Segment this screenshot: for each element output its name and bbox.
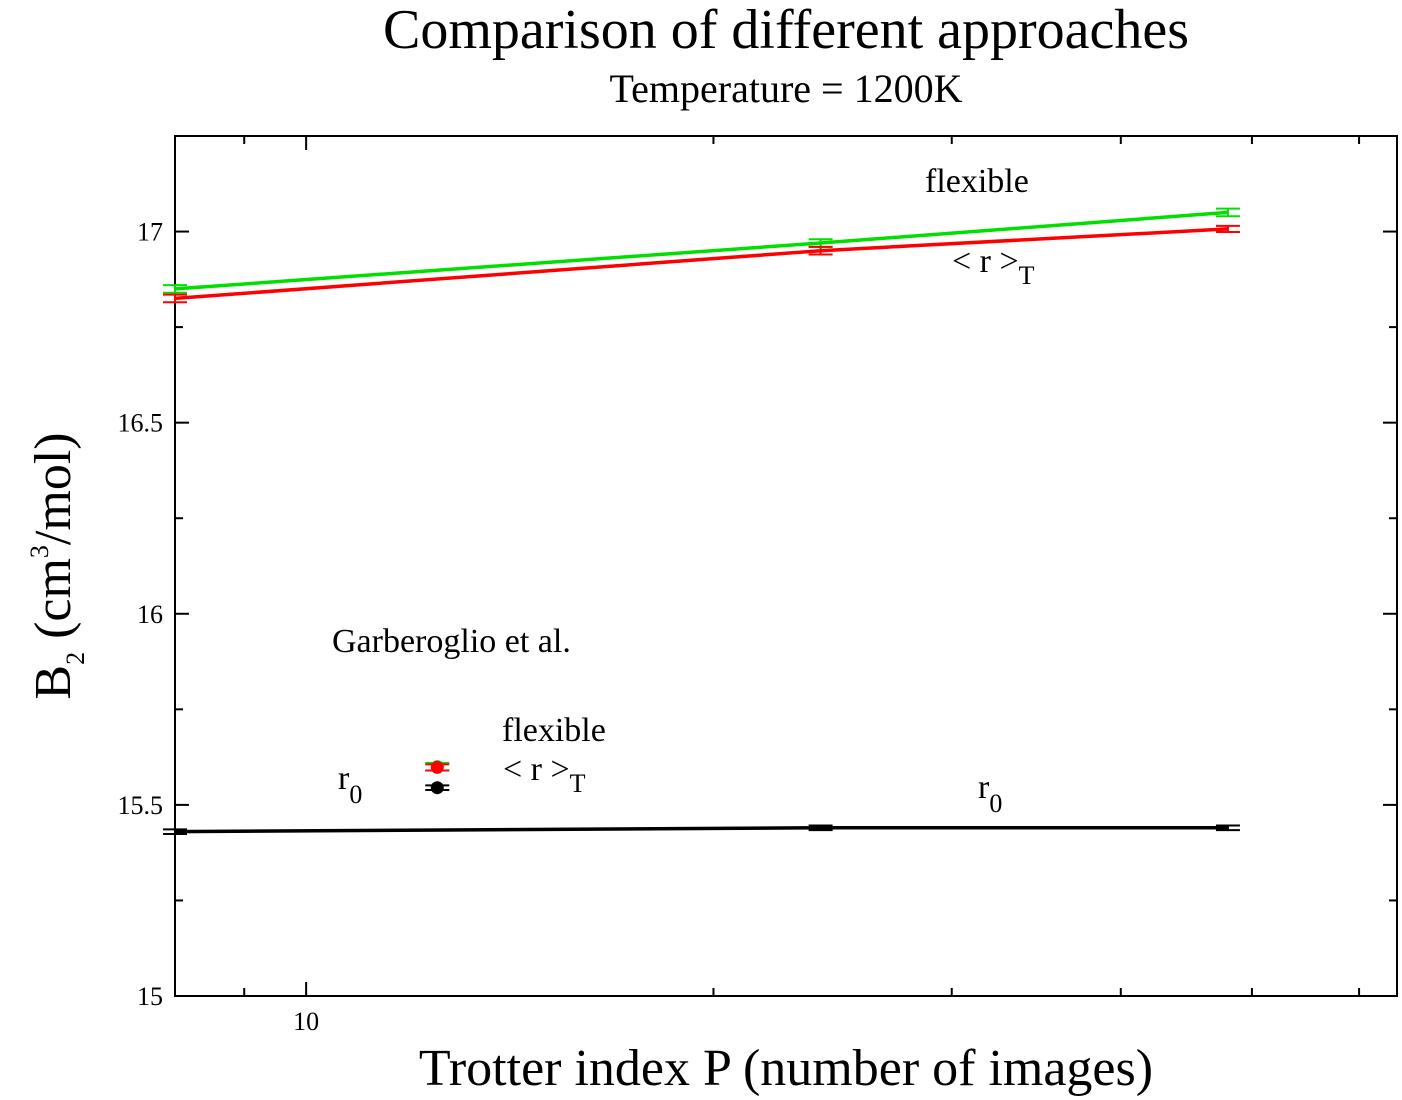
annotation-r-t-top: < r >T [952, 243, 1035, 290]
chart-title: Comparison of different approaches [383, 0, 1189, 61]
annotation-r0-left-sub: 0 [349, 780, 362, 809]
series-line-0 [174, 210, 1229, 291]
reference-point-1 [430, 760, 444, 774]
series-line-1 [174, 227, 1228, 301]
chart-subtitle: Temperature = 1200K [610, 66, 963, 111]
plot-frame [174, 135, 1398, 997]
axis-ticks: 15 15.5 16 16.5 17 10 [118, 135, 1397, 1036]
annotation-r-t-top-sub: T [1019, 261, 1035, 290]
y-label-open: (cm [25, 558, 82, 652]
annotation-r-t-mid-main: < r > [503, 751, 570, 788]
y-tick-label: 16 [137, 600, 163, 629]
annotation-r0-right: r0 [978, 769, 1002, 818]
y-tick-label: 16.5 [118, 409, 164, 438]
x-tick-label: 10 [293, 1007, 319, 1036]
y-axis-label: B2 (cm3/mol) [25, 432, 90, 699]
reference-point-2 [430, 781, 444, 795]
annotation-flexible-top: flexible [925, 163, 1029, 200]
series-line-2 [174, 826, 1228, 834]
series-layer [163, 207, 1240, 835]
x-axis-label: Trotter index P (number of images) [419, 1040, 1153, 1097]
y-tick-label: 17 [137, 218, 163, 247]
annotation-garberoglio: Garberoglio et al. [332, 623, 571, 660]
annotation-r-t-mid: < r >T [503, 751, 586, 798]
y-label-sup: 3 [25, 545, 54, 558]
reference-points-layer [425, 760, 450, 795]
annotation-flexible-mid: flexible [502, 712, 606, 749]
annotation-r-t-top-main: < r > [952, 243, 1019, 280]
annotation-r-t-mid-sub: T [570, 769, 586, 798]
y-label-sub: 2 [61, 652, 90, 665]
annotation-r0-right-main: r [978, 769, 990, 806]
y-label-main: B [25, 665, 82, 700]
y-tick-label: 15.5 [118, 791, 164, 820]
annotation-r0-left: r0 [338, 760, 362, 809]
y-tick-label: 15 [137, 982, 163, 1011]
annotation-r0-right-sub: 0 [989, 789, 1002, 818]
annotation-r0-left-main: r [338, 760, 350, 797]
y-label-close: /mol) [25, 432, 82, 545]
